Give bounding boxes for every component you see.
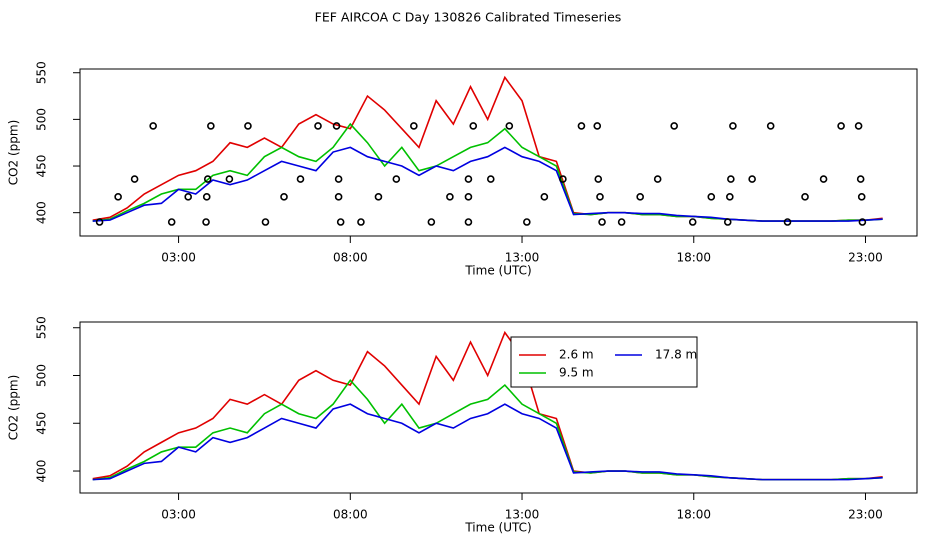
flag-marker <box>670 122 678 130</box>
flag-marker <box>598 218 606 226</box>
flag-marker <box>636 193 644 201</box>
flag-marker <box>314 122 322 130</box>
x-tick-label: 03:00 <box>161 508 196 522</box>
series-line <box>92 122 883 222</box>
plot-frame <box>79 68 918 237</box>
x-tick-label: 23:00 <box>848 251 883 265</box>
series-line <box>92 330 883 481</box>
flag-marker <box>392 175 401 183</box>
flag-marker <box>857 193 866 201</box>
y-tick-label: 500 <box>35 364 49 387</box>
flag-marker <box>801 193 809 201</box>
flag-marker <box>202 193 211 201</box>
flag-marker <box>464 175 473 183</box>
flag-marker <box>202 218 210 226</box>
x-axis-label: Time (UTC) <box>464 264 531 278</box>
flag-marker <box>114 193 122 201</box>
flag-marker <box>837 122 845 130</box>
flag-marker <box>726 193 734 201</box>
flag-marker <box>334 193 343 201</box>
flag-marker <box>523 218 531 226</box>
flag-marker <box>280 193 288 201</box>
legend-label: 17.8 m <box>655 348 697 362</box>
flag-marker <box>296 175 305 183</box>
flag-marker <box>688 218 697 226</box>
flag-marker <box>729 122 737 130</box>
y-tick-label: 400 <box>35 460 49 483</box>
y-tick-label: 500 <box>35 108 49 131</box>
flag-marker <box>577 122 586 130</box>
x-tick-label: 18:00 <box>676 508 711 522</box>
series-line <box>92 403 883 481</box>
flag-marker <box>410 122 418 130</box>
flag-marker <box>225 175 234 183</box>
flag-marker <box>244 122 252 130</box>
flag-marker <box>374 193 383 201</box>
flag-marker <box>858 218 867 226</box>
flag-marker <box>207 122 215 130</box>
chart-title: FEF AIRCOA C Day 130826 Calibrated Times… <box>315 10 622 25</box>
flag-marker <box>653 175 662 183</box>
flag-marker <box>130 175 139 183</box>
flag-marker <box>748 175 756 183</box>
y-tick-label: 450 <box>35 412 49 435</box>
plot-frame <box>79 321 918 494</box>
flag-marker <box>766 122 775 130</box>
flag-marker <box>723 218 732 226</box>
flag-marker <box>149 122 157 130</box>
flag-marker <box>464 193 473 201</box>
x-tick-label: 08:00 <box>333 251 368 265</box>
flag-marker <box>727 175 735 183</box>
y-tick-label: 550 <box>35 61 49 84</box>
flag-marker <box>261 218 270 226</box>
series-line <box>92 146 883 222</box>
y-tick-label: 450 <box>35 155 49 178</box>
flag-marker <box>469 122 478 130</box>
series-line <box>92 75 883 222</box>
flag-marker <box>559 175 567 183</box>
flag-marker <box>357 218 365 226</box>
legend-label: 9.5 m <box>559 366 594 380</box>
y-axis-label: CO2 (ppm) <box>7 120 21 186</box>
flag-marker <box>167 218 176 226</box>
flag-marker <box>446 193 454 201</box>
flag-marker <box>617 218 626 226</box>
flag-marker <box>486 175 495 183</box>
series-line <box>92 378 883 481</box>
flag-marker <box>464 218 473 226</box>
y-tick-label: 550 <box>35 316 49 339</box>
flag-marker <box>540 193 549 201</box>
legend-label: 2.6 m <box>559 348 594 362</box>
flag-marker <box>596 193 604 201</box>
legend-box <box>510 336 698 388</box>
flag-marker <box>856 175 865 183</box>
x-tick-label: 18:00 <box>676 251 711 265</box>
flag-marker <box>819 175 828 183</box>
x-tick-label: 13:00 <box>505 251 540 265</box>
x-tick-label: 23:00 <box>848 508 883 522</box>
flag-marker <box>854 122 863 130</box>
flag-marker <box>783 218 792 226</box>
y-tick-label: 400 <box>35 201 49 224</box>
flag-marker <box>184 193 192 201</box>
flag-marker <box>707 193 716 201</box>
flag-marker <box>505 122 514 130</box>
y-axis-label: CO2 (ppm) <box>7 375 21 441</box>
x-tick-label: 13:00 <box>505 508 540 522</box>
flag-marker <box>594 175 603 183</box>
flag-marker <box>332 122 341 130</box>
flag-marker <box>95 218 104 226</box>
flag-marker <box>203 175 212 183</box>
flag-marker <box>336 218 345 226</box>
flag-marker <box>427 218 436 226</box>
flag-marker <box>334 175 343 183</box>
x-tick-label: 03:00 <box>161 251 196 265</box>
x-axis-label: Time (UTC) <box>464 521 531 535</box>
flag-marker <box>593 122 602 130</box>
x-tick-label: 08:00 <box>333 508 368 522</box>
